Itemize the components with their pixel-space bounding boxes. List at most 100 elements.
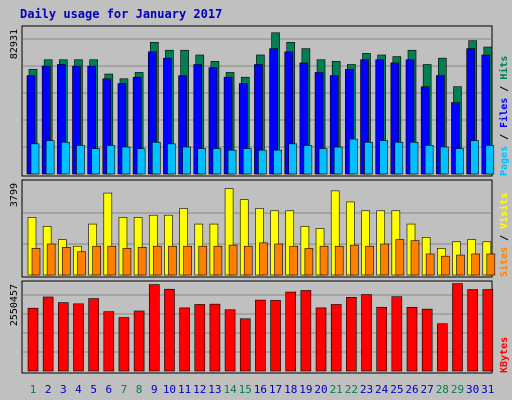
day-label: 8 <box>136 383 143 396</box>
day-label: 2 <box>45 383 52 396</box>
legend-part: / <box>499 128 510 146</box>
kbytes-bar <box>270 300 281 372</box>
day-label: 14 <box>223 383 237 396</box>
day-label: 17 <box>269 383 282 396</box>
sites-bar <box>122 248 132 276</box>
day-label: 25 <box>390 383 403 396</box>
sites-bar <box>77 251 86 276</box>
day-label: 30 <box>466 383 479 396</box>
pages-bar <box>273 149 282 175</box>
sites-bar <box>365 245 374 276</box>
pages-bar <box>106 145 116 175</box>
sites-bar <box>304 248 314 276</box>
sites-bar <box>107 245 117 276</box>
pages-bar <box>409 141 419 175</box>
kbytes-bar <box>361 294 372 372</box>
day-label: 24 <box>375 383 389 396</box>
series-legend-label: KBytes <box>499 337 510 373</box>
pages-bar <box>227 149 237 175</box>
kbytes-bar <box>42 296 54 372</box>
legend-part: / <box>499 229 510 247</box>
day-label: 19 <box>299 383 312 396</box>
series-legend-label: Pages / Files / Hits <box>498 56 510 176</box>
sites-bar <box>486 253 496 276</box>
sites-bar <box>228 244 238 276</box>
kbytes-bar <box>421 308 433 372</box>
pages-bar <box>212 148 222 175</box>
day-label: 15 <box>239 383 252 396</box>
day-label: 16 <box>254 383 267 396</box>
sites-bar <box>334 245 344 276</box>
sites-bar <box>350 244 359 276</box>
pages-bar <box>91 148 100 175</box>
sites-bar <box>213 245 223 276</box>
y-max-label: 2550457 <box>9 284 20 326</box>
pages-bar <box>76 145 85 175</box>
kbytes-bar <box>452 283 463 372</box>
kbytes-bar <box>73 303 84 372</box>
kbytes-bar <box>346 296 357 372</box>
day-label: 23 <box>360 383 373 396</box>
pages-bar <box>424 145 434 175</box>
pages-bar <box>45 140 55 175</box>
legend-part: Hits <box>498 56 510 80</box>
pages-bar <box>288 143 298 175</box>
day-label: 31 <box>481 383 494 396</box>
day-label: 3 <box>60 383 67 396</box>
day-label: 26 <box>405 383 418 396</box>
kbytes-bar <box>88 298 99 372</box>
kbytes-bar <box>406 306 418 372</box>
kbytes-bar <box>133 310 145 372</box>
day-label: 7 <box>121 383 128 396</box>
day-label: 22 <box>345 383 358 396</box>
pages-bar <box>333 146 343 175</box>
pages-bar <box>318 148 328 175</box>
pages-bar <box>303 145 313 175</box>
sites-bar <box>289 245 299 276</box>
y-max-label: 82931 <box>9 29 20 59</box>
kbytes-bar <box>300 290 312 372</box>
day-label: 13 <box>208 383 221 396</box>
pages-bar <box>30 143 40 175</box>
sites-bar <box>471 253 480 276</box>
kbytes-bar <box>164 288 175 372</box>
sites-bar <box>259 242 268 276</box>
pages-bar <box>394 141 404 175</box>
sites-bar <box>319 245 329 276</box>
pages-bar <box>136 148 146 175</box>
kbytes-bar <box>437 323 448 372</box>
day-label: 28 <box>436 383 449 396</box>
kbytes-bar <box>58 302 69 372</box>
sites-bar <box>137 247 147 276</box>
sites-bar <box>168 245 177 276</box>
sites-bar <box>183 245 192 276</box>
kbytes-bar <box>194 304 206 372</box>
kbytes-bar <box>255 299 266 372</box>
day-label: 5 <box>90 383 97 396</box>
pages-bar <box>258 149 267 175</box>
kbytes-bar <box>315 307 327 372</box>
day-label: 11 <box>178 383 191 396</box>
pages-bar <box>440 146 449 175</box>
legend-part: Visits <box>498 193 510 229</box>
chart-title: Daily usage for January 2017 <box>20 7 222 21</box>
pages-bar <box>455 148 464 175</box>
pages-bar <box>167 143 176 175</box>
kbytes-bar <box>148 284 160 372</box>
day-label: 4 <box>75 383 82 396</box>
pages-bar <box>364 141 373 175</box>
pages-bar <box>182 146 191 175</box>
pages-bar <box>470 140 479 175</box>
day-label: 9 <box>151 383 158 396</box>
kbytes-bar <box>391 296 403 372</box>
day-label: 12 <box>193 383 206 396</box>
pages-bar <box>349 138 358 175</box>
kbytes-bar <box>179 307 190 372</box>
sites-bar <box>62 247 71 276</box>
day-label: 27 <box>421 383 434 396</box>
pages-bar <box>197 148 207 175</box>
legend-part: KBytes <box>499 337 510 373</box>
day-label: 21 <box>330 383 343 396</box>
sites-bar <box>243 245 253 276</box>
